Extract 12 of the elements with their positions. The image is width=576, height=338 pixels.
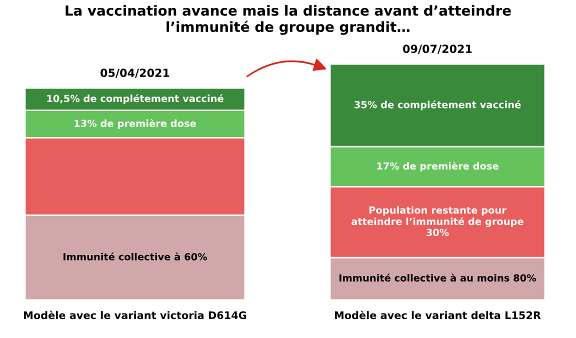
series-label: 35% de complétement vacciné [354, 100, 521, 110]
x-axis-title: Modèle avec le variant victoria D614G [24, 310, 246, 320]
x-axis-title: Modèle avec le variant delta L152R [334, 310, 541, 320]
text: La vaccination avance mais la distance avant d’atteindre l’immunité de groupe grandit… [66, 5, 511, 35]
series-label: 13% de première dose [74, 119, 196, 129]
series-label: Immunité collective à 60% [64, 252, 208, 260]
chart-title: 09/07/2021 [403, 44, 472, 54]
chart-title: 05/04/2021 [100, 68, 170, 78]
series-label: 10,5% de complétement vacciné [47, 94, 224, 104]
series-label: 17% de première dose [377, 162, 498, 172]
series-label: Immunité collective à au moins 80% [340, 274, 536, 282]
series-label: Population restante pour atteindre l’immunité de groupe 30% [352, 206, 524, 236]
